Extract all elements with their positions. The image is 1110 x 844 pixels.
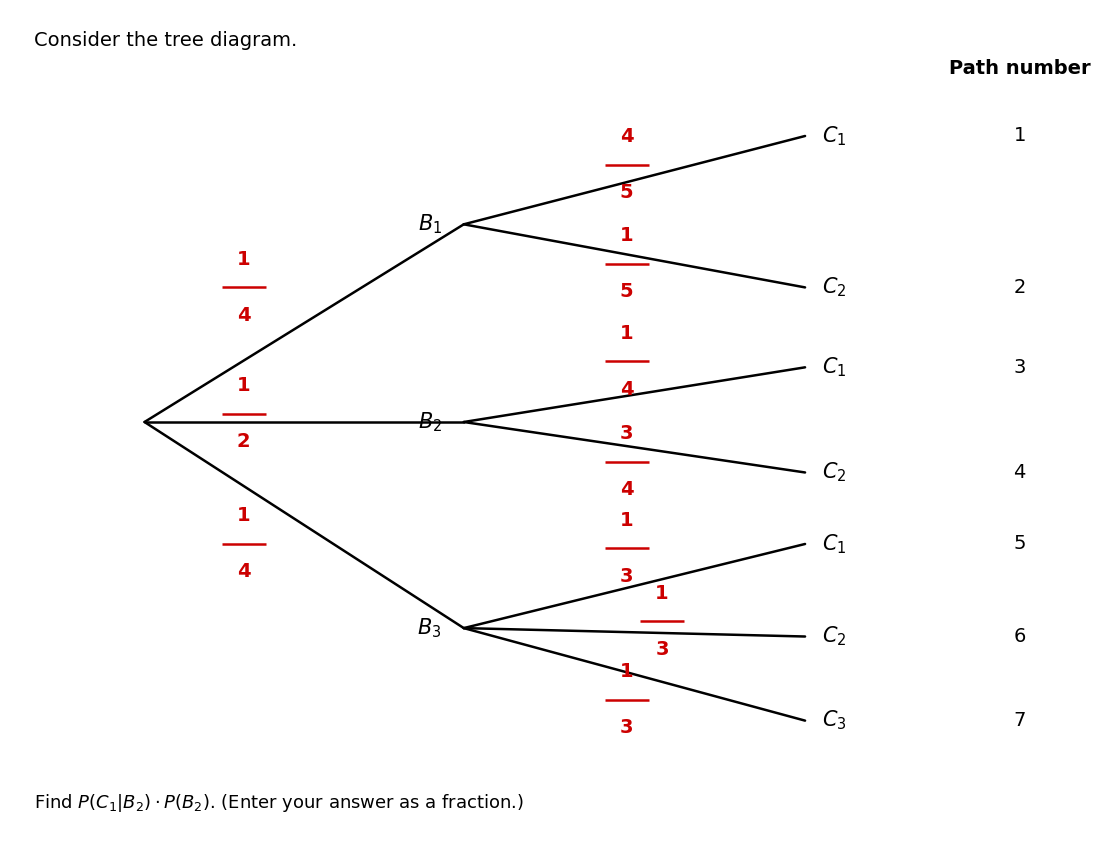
Text: Consider the tree diagram.: Consider the tree diagram.	[34, 31, 297, 50]
Text: 3: 3	[655, 640, 668, 659]
Text: $C_2$: $C_2$	[821, 625, 846, 648]
Text: $C_1$: $C_1$	[821, 124, 846, 148]
Text: 6: 6	[1013, 627, 1026, 646]
Text: 4: 4	[236, 306, 251, 325]
Text: 4: 4	[619, 380, 634, 399]
Text: 5: 5	[619, 283, 634, 301]
Text: 1: 1	[236, 506, 251, 526]
Text: 1: 1	[655, 584, 668, 603]
Text: 3: 3	[620, 424, 634, 443]
Text: 1: 1	[1013, 127, 1026, 145]
Text: 5: 5	[619, 183, 634, 202]
Text: 3: 3	[620, 718, 634, 737]
Text: 4: 4	[619, 127, 634, 146]
Text: $B_1$: $B_1$	[417, 213, 442, 236]
Text: 2: 2	[1013, 278, 1026, 297]
Text: $C_1$: $C_1$	[821, 355, 846, 379]
Text: $C_1$: $C_1$	[821, 533, 846, 556]
Text: 4: 4	[1013, 463, 1026, 482]
Text: 5: 5	[1013, 534, 1026, 554]
Text: 3: 3	[620, 566, 634, 586]
Text: Find $P(C_1|B_2) \cdot P(B_2)$. (Enter your answer as a fraction.): Find $P(C_1|B_2) \cdot P(B_2)$. (Enter y…	[34, 793, 524, 814]
Text: 1: 1	[619, 324, 634, 343]
Text: 1: 1	[619, 511, 634, 530]
Text: 2: 2	[236, 432, 251, 451]
Text: $C_2$: $C_2$	[821, 461, 846, 484]
Text: 3: 3	[1013, 358, 1026, 376]
Text: 1: 1	[619, 662, 634, 681]
Text: $B_3$: $B_3$	[417, 616, 442, 640]
Text: $C_3$: $C_3$	[821, 709, 846, 733]
Text: Path number: Path number	[949, 59, 1090, 78]
Text: 1: 1	[236, 376, 251, 395]
Text: $B_2$: $B_2$	[417, 410, 442, 434]
Text: 1: 1	[619, 226, 634, 246]
Text: $C_2$: $C_2$	[821, 276, 846, 300]
Text: 1: 1	[236, 250, 251, 269]
Text: 4: 4	[619, 480, 634, 499]
Text: 4: 4	[236, 562, 251, 582]
Text: 7: 7	[1013, 711, 1026, 730]
